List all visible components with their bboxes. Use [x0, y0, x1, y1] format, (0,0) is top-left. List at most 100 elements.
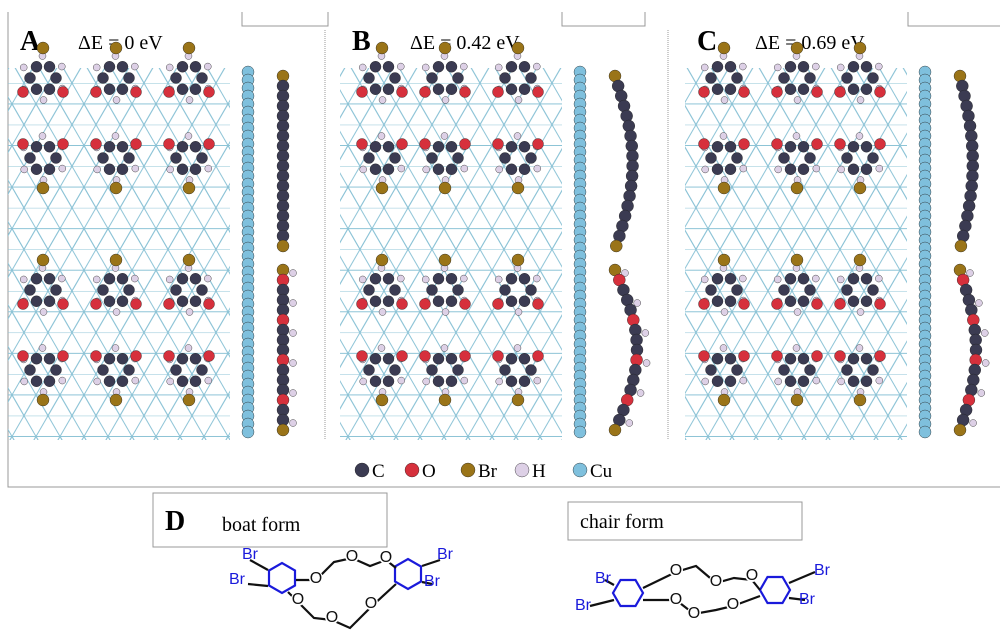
- atom: [205, 165, 212, 172]
- atom: [117, 141, 128, 152]
- atom: [171, 153, 182, 164]
- atom: [848, 273, 859, 284]
- atom: [772, 351, 783, 362]
- atom: [798, 84, 809, 95]
- atom: [798, 164, 809, 175]
- atom: [357, 139, 368, 150]
- atom: [124, 365, 135, 376]
- atom: [739, 139, 750, 150]
- atom: [397, 351, 408, 362]
- atom: [370, 273, 381, 284]
- atom: [791, 42, 803, 54]
- atom: [779, 153, 790, 164]
- atom: [446, 164, 457, 175]
- atom: [98, 73, 109, 84]
- atom: [875, 299, 886, 310]
- atom: [739, 63, 746, 70]
- atom: [98, 285, 109, 296]
- atom: [512, 394, 524, 406]
- atom: [506, 296, 517, 307]
- atom: [446, 61, 457, 72]
- atom: [842, 365, 853, 376]
- atom: [131, 63, 138, 70]
- atom: [493, 87, 504, 98]
- atom: [812, 63, 819, 70]
- atom: [785, 353, 796, 364]
- atom: [740, 377, 747, 384]
- atom: [422, 64, 429, 71]
- atom: [791, 182, 803, 194]
- atom: [772, 139, 783, 150]
- atom: [383, 84, 394, 95]
- atom: [725, 61, 736, 72]
- atom: [526, 73, 537, 84]
- oxygen-label: O: [292, 591, 304, 608]
- atom: [355, 463, 369, 477]
- atom: [204, 63, 211, 70]
- atom: [364, 285, 375, 296]
- atom: [190, 296, 201, 307]
- atom: [955, 240, 967, 252]
- atom: [515, 463, 529, 477]
- atom: [183, 394, 195, 406]
- atom: [842, 285, 853, 296]
- atom: [725, 353, 736, 364]
- atom: [706, 153, 717, 164]
- legend-label: C: [372, 461, 385, 482]
- atom: [835, 351, 846, 362]
- atom: [857, 308, 864, 315]
- atom: [204, 351, 215, 362]
- atom: [390, 285, 401, 296]
- atom: [978, 390, 985, 397]
- atom: [725, 296, 736, 307]
- atom: [360, 378, 367, 385]
- atom: [854, 254, 866, 266]
- atom: [37, 182, 49, 194]
- atom: [20, 276, 27, 283]
- atom: [177, 273, 188, 284]
- atom: [772, 87, 783, 98]
- atom: [519, 84, 530, 95]
- atom: [856, 345, 863, 352]
- atom: [190, 273, 201, 284]
- atom: [370, 84, 381, 95]
- atom: [793, 345, 800, 352]
- atom: [785, 376, 796, 387]
- atom: [18, 87, 29, 98]
- atom: [515, 308, 522, 315]
- atom: [204, 299, 215, 310]
- atom: [798, 353, 809, 364]
- atom: [812, 87, 823, 98]
- atom: [383, 164, 394, 175]
- atom: [39, 345, 46, 352]
- atom: [493, 139, 504, 150]
- atom: [441, 345, 448, 352]
- atom: [460, 87, 471, 98]
- atom: [44, 353, 55, 364]
- atom: [461, 377, 468, 384]
- atom: [798, 376, 809, 387]
- atom: [131, 139, 142, 150]
- atom: [775, 378, 782, 385]
- atom: [856, 133, 863, 140]
- atom: [370, 61, 381, 72]
- atom: [398, 165, 405, 172]
- atom: [427, 365, 438, 376]
- atom: [643, 360, 650, 367]
- atom: [376, 254, 388, 266]
- atom: [876, 165, 883, 172]
- atom: [785, 273, 796, 284]
- atom: [110, 42, 122, 54]
- atom: [712, 61, 723, 72]
- atom: [376, 182, 388, 194]
- atom: [868, 285, 879, 296]
- atom: [98, 153, 109, 164]
- atom: [405, 463, 419, 477]
- atom: [359, 64, 366, 71]
- atom: [861, 273, 872, 284]
- atom: [534, 377, 541, 384]
- atom: [725, 164, 736, 175]
- atom: [739, 275, 746, 282]
- atom: [460, 63, 467, 70]
